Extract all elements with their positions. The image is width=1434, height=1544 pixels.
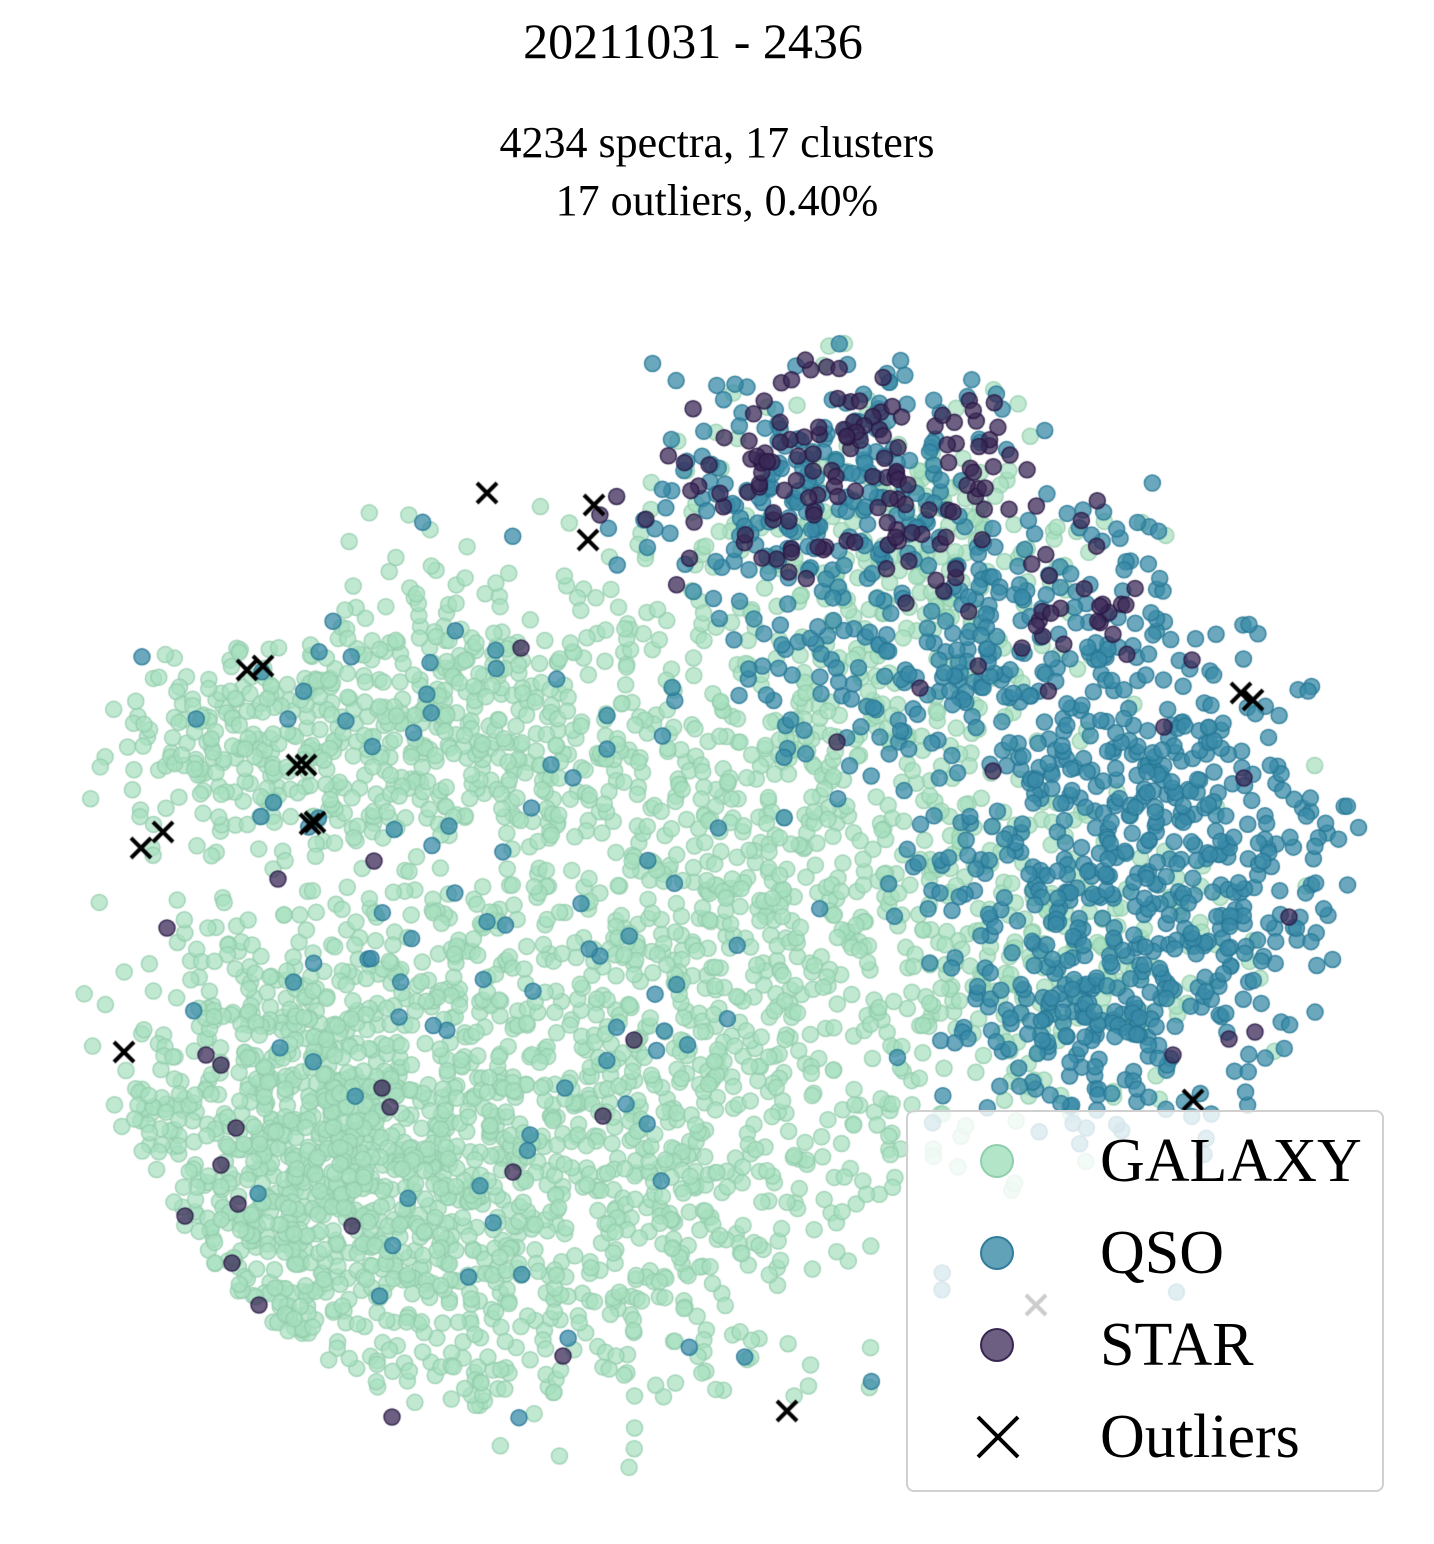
x-marker-icon xyxy=(976,1415,1020,1459)
subtitle-line-outliers: 17 outliers, 0.40% xyxy=(555,176,879,225)
legend-item-outliers: Outliers xyxy=(908,1392,1382,1482)
legend-item-star: STAR xyxy=(908,1300,1382,1390)
legend-label: Outliers xyxy=(1100,1403,1300,1471)
legend-item-galaxy: GALAXY xyxy=(908,1116,1382,1206)
chart-subtitle: 4234 spectra, 17 clusters 17 outliers, 0… xyxy=(0,114,1434,230)
legend-label: QSO xyxy=(1100,1219,1225,1287)
galaxy-marker-icon xyxy=(980,1144,1014,1178)
qso-marker-icon xyxy=(980,1236,1014,1270)
chart-title: 20211031 - 2436 xyxy=(523,13,863,69)
legend: GALAXY QSO STAR Outliers xyxy=(906,1110,1384,1492)
star-marker-icon xyxy=(980,1328,1014,1362)
subtitle-line-spectra: 4234 spectra, 17 clusters xyxy=(499,118,935,167)
legend-item-qso: QSO xyxy=(908,1208,1382,1298)
legend-label: STAR xyxy=(1100,1311,1254,1379)
legend-label: GALAXY xyxy=(1100,1127,1362,1195)
